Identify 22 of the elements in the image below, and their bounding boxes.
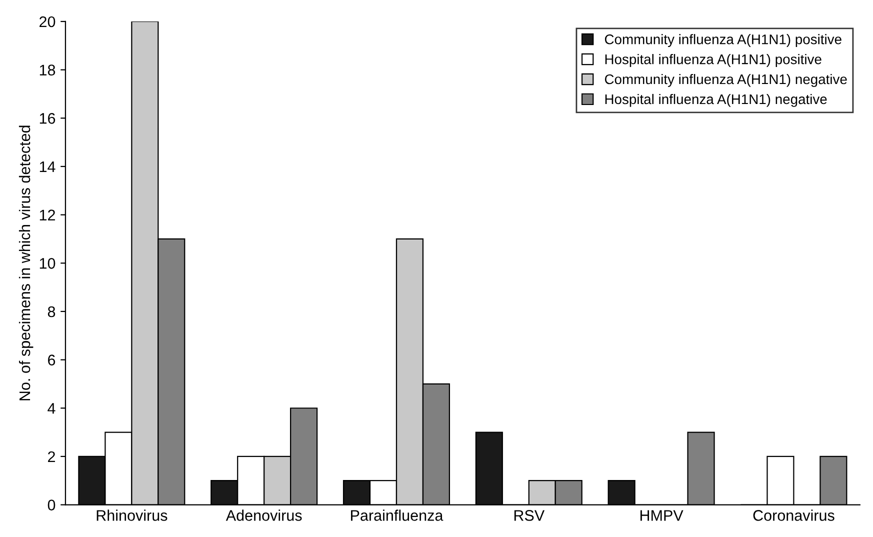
y-tick-label: 8 (48, 306, 56, 318)
y-tick-label: 16 (40, 113, 56, 124)
legend-label: Community influenza A(H1N1) negative (604, 74, 847, 87)
legend-label: Hospital influenza A(H1N1) positive (605, 54, 822, 67)
y-tick-label: 4 (48, 403, 56, 414)
y-tick-label: 0 (48, 500, 56, 510)
y-tick-label: 10 (40, 258, 56, 269)
x-tick-label: Adenovirus (226, 510, 302, 521)
legend-label: Hospital influenza A(H1N1) negative (605, 94, 827, 107)
y-tick-label: 2 (48, 451, 55, 462)
y-tick-label: 18 (40, 64, 56, 76)
x-tick-label: HMPV (640, 510, 684, 521)
y-tick-label: 14 (40, 161, 56, 172)
x-tick-label: Rhinovirus (96, 510, 168, 521)
y-tick-label: 12 (40, 210, 55, 220)
x-tick-label: Coronavirus (753, 510, 834, 521)
x-tick-label: Parainfluenza (351, 510, 444, 521)
legend-label: Community influenza A(H1N1) positive (604, 34, 842, 47)
y-tick-label: 6 (48, 354, 56, 366)
y-tick-label: 20 (40, 16, 56, 28)
x-tick-label: RSV (514, 510, 545, 521)
y-axis-title: No. of specimens in which virus detected (18, 126, 34, 400)
